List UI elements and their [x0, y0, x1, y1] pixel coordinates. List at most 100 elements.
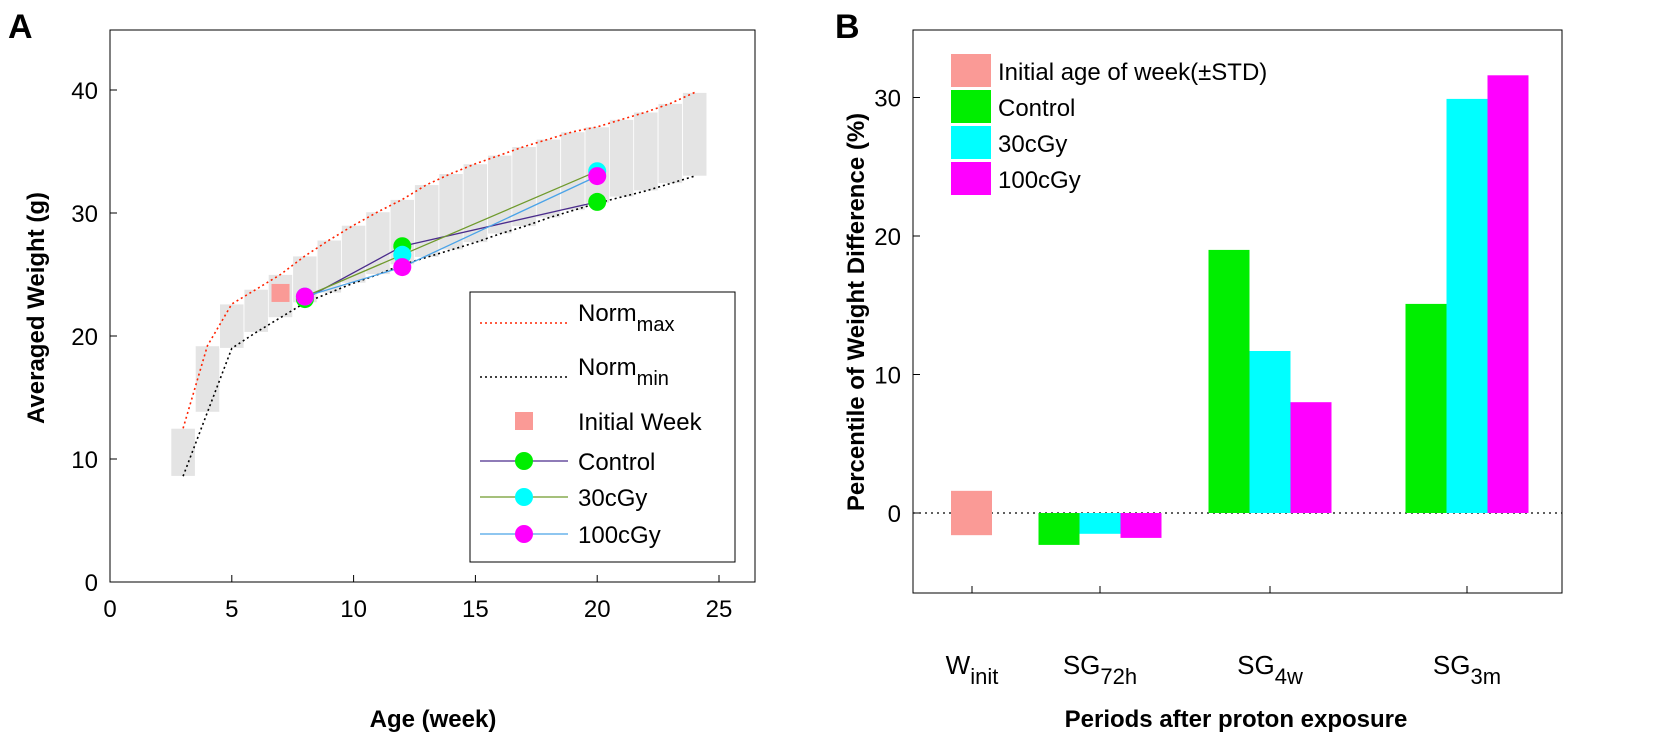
- y-tick-label-a: 10: [71, 447, 98, 474]
- y-tick-label-a: 20: [71, 324, 98, 351]
- norm-band-bar: [243, 288, 269, 333]
- legend-b-30cgy-swatch: [951, 126, 991, 159]
- norm-band-bar: [414, 184, 440, 258]
- 100cgy-marker: [393, 258, 412, 277]
- x-tick-label-b: SG4w: [1237, 650, 1303, 689]
- bar-100cgy: [1290, 402, 1332, 513]
- legend-b-control-label: Control: [998, 95, 1075, 122]
- legend-30cgy-label: 30cGy: [578, 485, 647, 512]
- y-tick-label-b: 30: [874, 86, 901, 113]
- legend-initial-week-label: Initial Week: [578, 409, 703, 436]
- 100cgy-marker: [295, 287, 314, 306]
- norm-band-bar: [194, 345, 221, 413]
- legend-control-swatch: [515, 452, 533, 470]
- legend-b-100cgy-label: 100cGy: [998, 167, 1081, 194]
- norm-band-bar: [170, 427, 196, 477]
- x-tick-label-a: 25: [706, 596, 733, 623]
- legend-100cgy-label: 100cGy: [578, 522, 661, 549]
- axes-b: 0 10 20 30 Winit SG72h SG4w SG3m: [874, 29, 1563, 689]
- series-markers: [271, 162, 607, 309]
- norm-band-bar: [535, 138, 562, 219]
- legend-control-label: Control: [578, 449, 655, 476]
- norm-band-bar: [219, 303, 245, 349]
- norm-band-bar: [633, 111, 659, 192]
- norm-band-bar: [609, 119, 635, 198]
- bar-control: [1405, 303, 1447, 513]
- legend-norm-max-label: Normmax: [578, 300, 674, 336]
- bar-100cgy: [1487, 75, 1529, 514]
- bar-100cgy: [1120, 513, 1162, 538]
- control-marker: [588, 192, 607, 211]
- x-tick-label-a: 20: [584, 596, 611, 623]
- x-axis-label-a: Age (week): [370, 706, 497, 732]
- legend-b: Initial age of week(±STD) Control 30cGy 100…: [951, 54, 1267, 195]
- x-tick-label-a: 0: [103, 596, 116, 623]
- legend-control: Control: [480, 449, 655, 476]
- x-tick-label-a: 10: [340, 596, 367, 623]
- plot-frame-b: [912, 29, 1563, 594]
- legend-b-control: Control: [951, 90, 1075, 123]
- legend-initial-week: Initial Week: [515, 409, 703, 436]
- panel-b: B 0 10 20 30 Winit SG72h SG4w SG3m Periods afte…: [835, 8, 1563, 732]
- bar-control: [1038, 513, 1080, 545]
- panel-a: A 0 5 10 15 20 25 0 10 20 30 40 Age (week) Average…: [8, 8, 756, 732]
- legend-b-control-swatch: [951, 90, 991, 123]
- legend-initial-age: Initial age of week(±STD): [951, 54, 1267, 87]
- norm-band-bar: [462, 163, 489, 243]
- legend-100cgy: 100cGy: [480, 522, 661, 549]
- legend-100cgy-swatch: [515, 525, 533, 543]
- legend-norm-max: Normmax: [480, 300, 674, 336]
- legend-30cgy: 30cGy: [480, 485, 647, 512]
- y-tick-label-a: 40: [71, 78, 98, 105]
- panel-a-label: A: [8, 8, 33, 46]
- y-axis-label-b: Percentile of Weight Difference (%): [843, 113, 870, 511]
- bars: [951, 75, 1529, 545]
- axes-a: 0 5 10 15 20 25 0 10 20 30 40: [71, 29, 756, 623]
- panel-b-label: B: [835, 8, 860, 46]
- legend-30cgy-swatch: [515, 488, 533, 506]
- legend-a: Normmax Normmin Initial Week Control 30cGy 10…: [469, 291, 736, 563]
- norm-band-bar: [487, 154, 513, 235]
- legend-b-30cgy-label: 30cGy: [998, 131, 1067, 158]
- legend-norm-min: Normmin: [480, 354, 669, 390]
- x-axis-label-b: Periods after proton exposure: [1065, 706, 1408, 732]
- norm-max-line: [182, 91, 695, 429]
- norm-band-bar: [438, 173, 464, 251]
- bar-30cgy: [1079, 513, 1121, 534]
- legend-b-100cgy: 100cGy: [951, 162, 1081, 195]
- norm-band-bar: [340, 224, 367, 284]
- norm-band-bar: [560, 131, 586, 211]
- bar-30cgy: [1249, 351, 1291, 513]
- y-tick-label-a: 30: [71, 201, 98, 228]
- y-axis-label-a: Averaged Weight (g): [23, 192, 50, 424]
- 30cgy-marker: [393, 245, 412, 264]
- legend-a-frame: [469, 291, 736, 563]
- x-tick-label-b: SG72h: [1063, 650, 1137, 689]
- y-tick-label-b: 10: [874, 363, 901, 390]
- norm-band-bar: [316, 239, 342, 294]
- 100cgy-marker: [588, 167, 607, 186]
- bar-initial-age: [951, 490, 992, 536]
- legend-b-30cgy: 30cGy: [951, 126, 1067, 159]
- x-tick-label-b: Winit: [946, 650, 999, 689]
- plot-frame-a: [109, 29, 756, 583]
- legend-initial-age-swatch: [951, 54, 991, 87]
- bar-control: [1208, 249, 1250, 513]
- legend-norm-min-label: Normmin: [578, 354, 669, 390]
- x-tick-label-b: SG3m: [1433, 650, 1501, 689]
- norm-band-bar: [682, 92, 708, 177]
- x-tick-label-a: 15: [462, 596, 489, 623]
- legend-initial-week-swatch: [515, 412, 533, 430]
- norm-band: [170, 92, 708, 477]
- legend-b-100cgy-swatch: [951, 162, 991, 195]
- y-tick-label-a: 0: [85, 570, 98, 597]
- legend-initial-age-label: Initial age of week(±STD): [998, 59, 1267, 86]
- y-tick-label-b: 0: [888, 501, 901, 528]
- initial-week-marker: [271, 283, 290, 302]
- x-tick-label-a: 5: [225, 596, 238, 623]
- norm-band-bar: [657, 103, 683, 184]
- y-tick-label-b: 20: [874, 224, 901, 251]
- bar-30cgy: [1446, 98, 1488, 514]
- norm-min-line: [182, 175, 695, 477]
